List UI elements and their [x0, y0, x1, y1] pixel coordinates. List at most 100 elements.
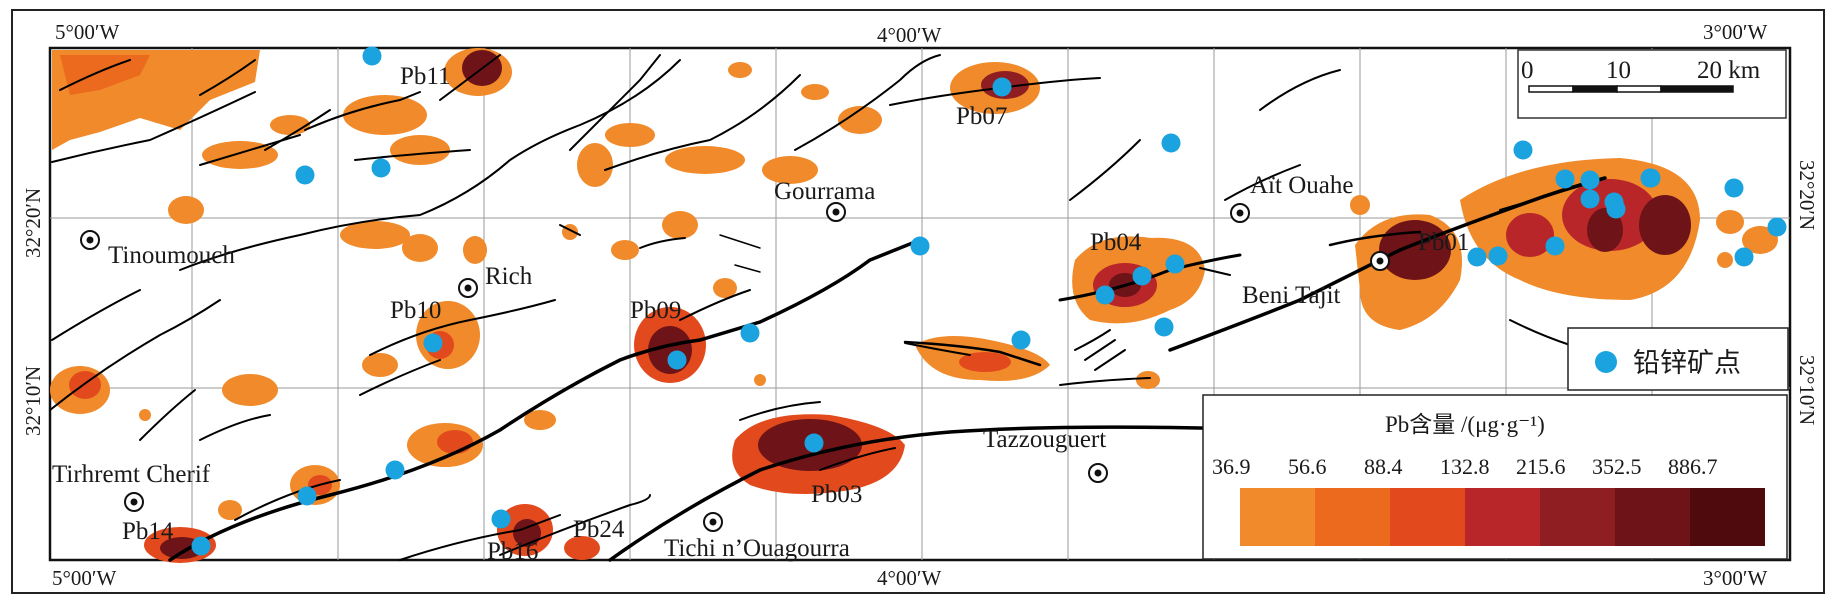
coord-right-3220: 32°20′N [1795, 160, 1819, 230]
legend-value: 886.7 [1668, 454, 1718, 479]
anomaly-labels: Pb11 Pb07 Pb04 Pb01 Pb10 Pb09 Pb03 Pb14 … [122, 63, 1469, 565]
mineral-point-icon [1467, 247, 1487, 267]
mineral-point-icon [423, 333, 443, 353]
mineral-point-icon [385, 460, 405, 480]
mineral-point-icon [1580, 189, 1600, 209]
scale-tick-0: 0 [1521, 57, 1534, 84]
anomaly-label-pb11: Pb11 [400, 63, 450, 90]
anomaly-label-pb14: Pb14 [122, 518, 174, 545]
mineral-point-icon [1580, 170, 1600, 190]
legend-swatch [1465, 488, 1540, 546]
point-legend: 铅锌矿点 [1567, 327, 1789, 391]
coord-top-3w: 3°00′W [1703, 20, 1767, 44]
coord-bottom-4w: 4°00′W [877, 566, 941, 590]
legend-swatch [1540, 488, 1615, 546]
mineral-point-icon [740, 323, 760, 343]
legend-swatch [1390, 488, 1465, 546]
mineral-point-icon [297, 486, 317, 506]
patch-misc [139, 195, 1733, 421]
mineral-point-icon [191, 536, 211, 556]
scale-seg-3 [1616, 85, 1662, 93]
mineral-point-icon [1640, 168, 1660, 188]
patch-east-small [1716, 210, 1778, 254]
mineral-point-icon [1513, 140, 1533, 160]
anomaly-label-pb01: Pb01 [1418, 229, 1469, 256]
coord-left-3220: 32°20′N [21, 188, 45, 258]
mineral-point-icon [804, 433, 824, 453]
patch-pb24 [564, 536, 600, 560]
fault-main-sw [168, 238, 922, 562]
anomaly-label-pb09: Pb09 [630, 297, 681, 324]
anomaly-label-pb24: Pb24 [573, 516, 625, 543]
place-label-tazzouguert: Tazzouguert [983, 426, 1106, 453]
place-label-rich: Rich [485, 263, 533, 290]
mineral-point-icon [992, 77, 1012, 97]
place-label-tirhremt-cherif: Tirhremt Cherif [52, 461, 211, 488]
place-label-beni-tajit: Beni Tajit [1242, 282, 1341, 309]
coord-bottom-3w: 3°00′W [1703, 566, 1767, 590]
map-area: Tinoumouch Rich Gourrama Aït Ouahe Beni … [48, 46, 1792, 565]
scale-seg-4 [1660, 85, 1734, 93]
settlement-beni-tajit-icon [1370, 251, 1390, 271]
place-label-tinoumouch: Tinoumouch [108, 242, 235, 269]
mineral-point-icon [910, 236, 930, 256]
settlement-rich-icon [458, 278, 478, 298]
mineral-point-icon [1734, 247, 1754, 267]
patch-central-core [959, 352, 1011, 372]
anomaly-label-pb10: Pb10 [390, 297, 441, 324]
settlements [80, 202, 1390, 532]
patch-east-core [1587, 195, 1691, 255]
mineral-point-icon [1545, 236, 1565, 256]
patch-row1b [577, 62, 882, 187]
legend-value: 352.5 [1592, 454, 1642, 479]
place-label-tichi: Tichi n’Ouagourra [664, 535, 850, 562]
concentration-legend: Pb含量 /(μg·g⁻¹) 36.9 56.6 88.4 132.8 215.6 352… [1202, 394, 1788, 560]
mineral-point-icon [491, 509, 511, 529]
mineral-point-icon [371, 158, 391, 178]
coord-top-5w: 5°00′W [55, 20, 119, 44]
fault-main-s [608, 425, 1332, 562]
anomaly-label-pb07: Pb07 [956, 103, 1007, 130]
scale-bar: 0 10 20 km [1517, 49, 1787, 119]
coordinate-labels: 5°00′W 4°00′W 3°00′W 5°00′W 4°00′W 3°00′… [21, 20, 1819, 590]
mineral-point-icon [1095, 285, 1115, 305]
settlement-tazzouguert-icon [1088, 463, 1108, 483]
patch-pb16-core [513, 519, 541, 547]
legend-swatch [1315, 488, 1390, 546]
mineral-point-icon [1604, 192, 1624, 212]
anomaly-label-pb16: Pb16 [487, 538, 538, 565]
settlement-gourrama-icon [826, 202, 846, 222]
mineral-point-icon [1011, 330, 1031, 350]
scale-bar-box [1517, 49, 1787, 119]
legend-value: 215.6 [1516, 454, 1566, 479]
scale-seg-1 [1528, 85, 1574, 93]
coord-top-4w: 4°00′W [877, 23, 941, 47]
legend-swatches [1240, 488, 1765, 546]
scale-seg-2 [1572, 85, 1618, 93]
settlement-tirhremt-icon [124, 492, 144, 512]
mineral-points [191, 46, 1787, 556]
place-label-gourrama: Gourrama [774, 178, 875, 205]
legend-value: 88.4 [1364, 454, 1403, 479]
settlement-tichi-icon [703, 512, 723, 532]
concentration-legend-title: Pb含量 /(μg·g⁻¹) [1385, 412, 1545, 437]
place-label-ait-ouahe: Aït Ouahe [1250, 172, 1353, 199]
legend-swatch [1240, 488, 1315, 546]
mineral-point-icon [1165, 254, 1185, 274]
patch-mid-west [168, 196, 737, 298]
mineral-point-icon [1154, 317, 1174, 337]
scale-tick-20: 20 km [1697, 57, 1761, 84]
coord-right-3210: 32°10′N [1795, 355, 1819, 425]
mineral-point-icon [295, 165, 315, 185]
settlement-ait-ouahe-icon [1230, 203, 1250, 223]
anomaly-label-pb03: Pb03 [811, 481, 862, 508]
place-labels: Tinoumouch Rich Gourrama Aït Ouahe Beni … [52, 172, 1353, 562]
point-legend-label: 铅锌矿点 [1633, 348, 1741, 379]
mineral-point-icon [1161, 133, 1181, 153]
mineral-point-icon [1767, 217, 1787, 237]
legend-value: 132.8 [1440, 454, 1490, 479]
legend-value: 56.6 [1288, 454, 1327, 479]
patch-nw-inner [60, 55, 150, 95]
point-legend-dot-icon [1595, 351, 1617, 373]
